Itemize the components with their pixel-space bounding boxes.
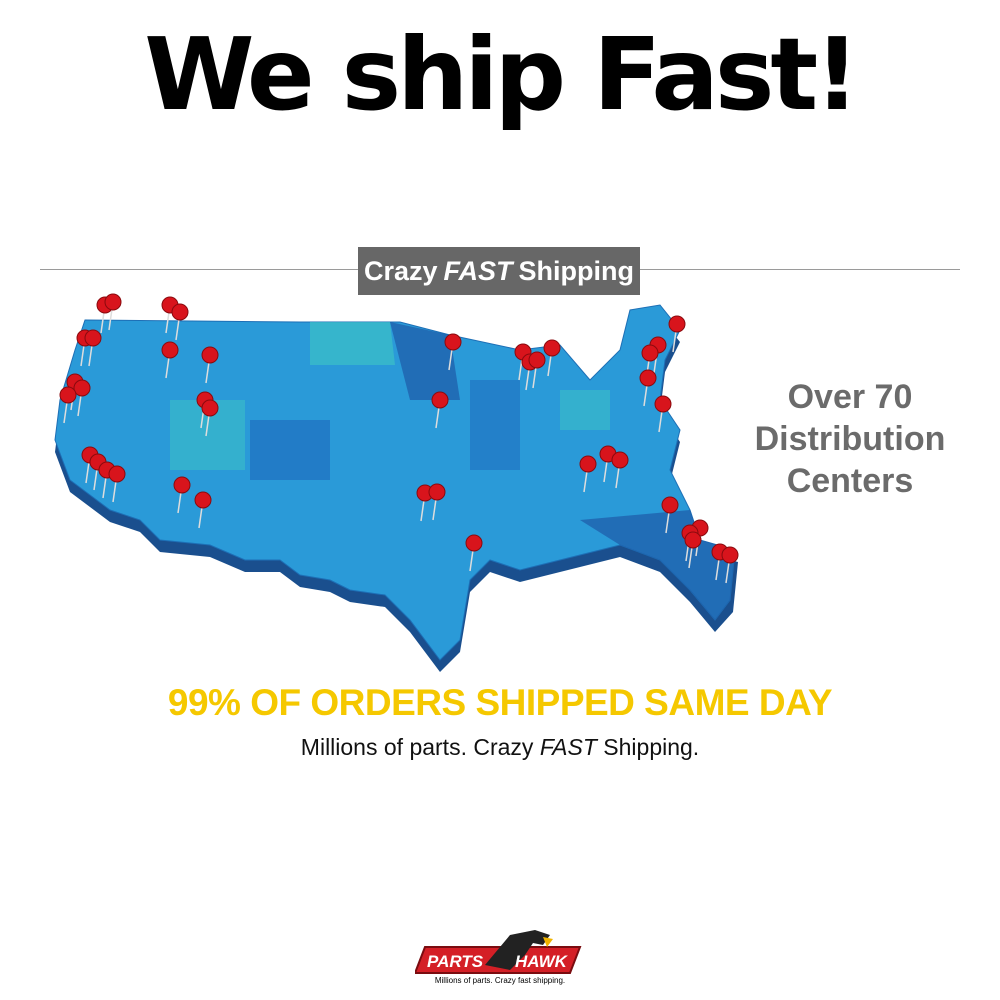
- map-pin-icon: [611, 451, 629, 469]
- tagline-emph: FAST: [539, 734, 597, 760]
- side-line-3: Centers: [786, 462, 914, 500]
- state-region: [390, 322, 460, 400]
- map-pin-icon: [668, 315, 686, 333]
- state-region: [170, 400, 245, 470]
- us-map: [54, 293, 739, 672]
- map-pin-icon: [444, 333, 462, 351]
- state-region: [560, 390, 610, 430]
- state-region: [310, 322, 395, 365]
- map-pin-icon: [465, 534, 483, 552]
- map-pin-icon: [59, 386, 77, 404]
- map-pin-icon: [639, 369, 657, 387]
- badge-emph: FAST: [443, 255, 513, 286]
- map-pin-icon: [104, 293, 122, 311]
- pins-layer: [59, 293, 739, 584]
- state-region: [470, 380, 520, 470]
- map-pin-icon: [543, 339, 561, 357]
- headline: We ship Fast!: [144, 16, 860, 133]
- map-pin-icon: [108, 465, 126, 483]
- map-pin-icon: [171, 303, 189, 321]
- map-pin-icon: [173, 476, 191, 494]
- logo-left: PARTS: [427, 952, 484, 971]
- parts-hawk-logo: PARTS HAWK: [415, 930, 582, 974]
- tagline: Millions of parts. Crazy FAST Shipping.: [0, 734, 1000, 761]
- map-pin-icon: [431, 391, 449, 409]
- map-pin-icon: [684, 531, 702, 549]
- map-pin-icon: [73, 379, 91, 397]
- map-pin-icon: [428, 483, 446, 501]
- logo-tagline: Millions of parts. Crazy fast shipping.: [434, 976, 566, 985]
- badge-post: Shipping: [518, 255, 635, 286]
- map-pin-icon: [654, 395, 672, 413]
- tagline-pre: Millions of parts. Crazy: [300, 734, 534, 760]
- side-line-1: Over 70: [787, 378, 913, 416]
- tagline-post: Shipping.: [603, 734, 700, 760]
- map-pin-icon: [194, 491, 212, 509]
- badge-pre: Crazy: [363, 255, 438, 286]
- side-line-2: Distribution: [754, 420, 946, 458]
- distribution-centers-text: Over 70 Distribution Centers: [745, 376, 955, 502]
- map-pin-icon: [641, 344, 659, 362]
- map-pin-icon: [201, 346, 219, 364]
- promo-text: 99% OF ORDERS SHIPPED SAME DAY: [167, 682, 833, 723]
- state-region: [250, 420, 330, 480]
- map-pin-icon: [579, 455, 597, 473]
- logo-right: HAWK: [515, 952, 569, 971]
- hawk-head-icon: [485, 930, 550, 970]
- map-pin-icon: [721, 546, 739, 564]
- map-pin-icon: [84, 329, 102, 347]
- map-pin-icon: [201, 399, 219, 417]
- map-pin-icon: [161, 341, 179, 359]
- shipping-badge: Crazy FAST Shipping: [358, 247, 640, 295]
- map-pin-icon: [528, 351, 546, 369]
- map-pin-icon: [661, 496, 679, 514]
